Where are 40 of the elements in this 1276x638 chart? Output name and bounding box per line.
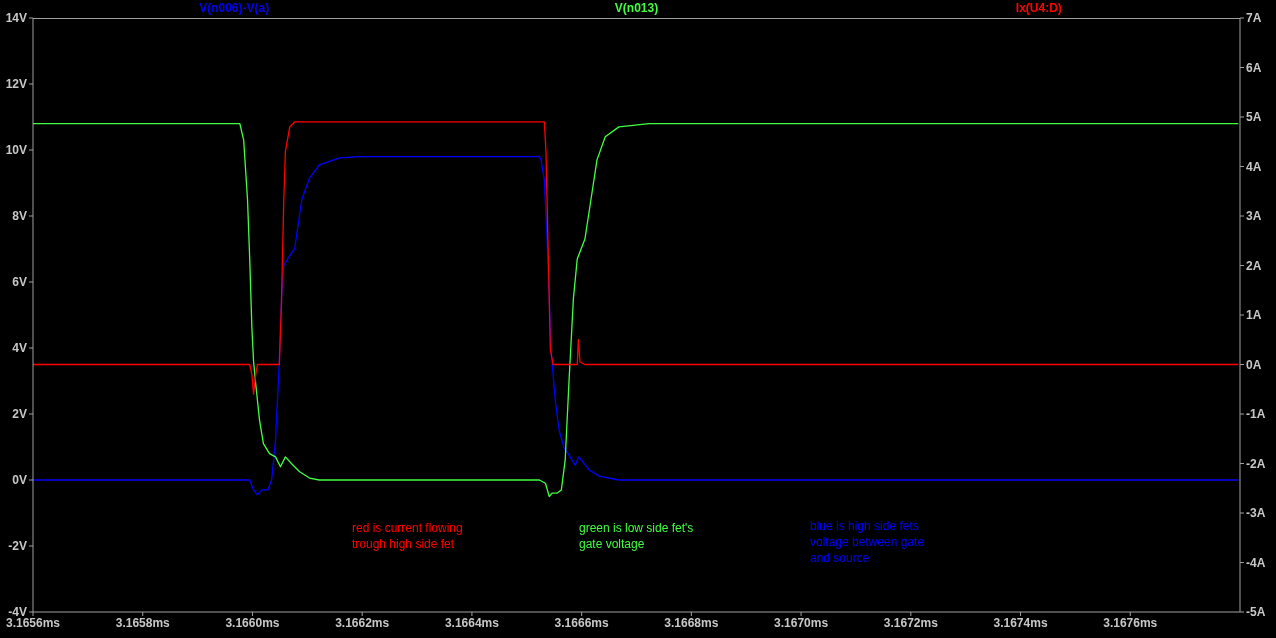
y2-tick-label: 1A [1246, 308, 1262, 323]
text: V(n013) [613, 1, 660, 15]
x-tick-label: 3.1656ms [5, 615, 61, 630]
x-tick-label: 3.1672ms [883, 615, 939, 630]
y2-tick-label: 0A [1246, 357, 1262, 372]
y2-tick-label: 4A [1246, 159, 1262, 174]
line-series [33, 121, 1239, 395]
annotation: red is current flowing trough high side fet [352, 520, 463, 552]
y-tick-label: 6V [12, 275, 27, 290]
y2-tick-label: 3A [1246, 209, 1262, 224]
x-tick-label: 3.1666ms [554, 615, 609, 630]
y2-tick-label: -2A [1246, 456, 1266, 471]
x-tick-label: 3.1674ms [993, 615, 1048, 630]
y2-tick-label: 7A [1246, 11, 1262, 26]
y-tick-label: 2V [12, 407, 27, 422]
y2-tick-label: -4A [1246, 555, 1266, 570]
y2-tick-label: -1A [1246, 407, 1266, 422]
text: V(n006)-V(a) [198, 1, 271, 15]
x-tick-label: 3.1660ms [225, 615, 280, 630]
x-tick-label: 3.1676ms [1103, 615, 1158, 630]
y2-tick-label: -3A [1246, 506, 1266, 521]
x-tick-label: 3.1668ms [664, 615, 719, 630]
x-tick-label: 3.1664ms [444, 615, 500, 630]
y-tick-label: 10V [5, 143, 27, 158]
y-tick-label: 8V [12, 209, 27, 224]
y2-tick-label: 2A [1246, 258, 1262, 273]
y2-tick-label: -5A [1246, 605, 1266, 620]
x-tick-label: 3.1662ms [335, 615, 390, 630]
x-tick-label: 3.1670ms [774, 615, 829, 630]
y-tick-label: 12V [5, 77, 27, 92]
y2-tick-label: 6A [1246, 60, 1262, 75]
y-tick-label: 4V [12, 341, 27, 356]
annotation: blue is high side fets voltage between gate and source [810, 518, 925, 566]
text: Ix(U4:D) [1014, 1, 1063, 15]
y2-tick-label: 5A [1246, 110, 1262, 125]
y-tick-label: 0V [12, 473, 27, 488]
x-tick-label: 3.1658ms [115, 615, 171, 630]
annotation: green is low side fet's gate voltage [579, 520, 694, 552]
y-tick-label: -2V [8, 539, 27, 554]
y-tick-label: 14V [5, 11, 27, 26]
